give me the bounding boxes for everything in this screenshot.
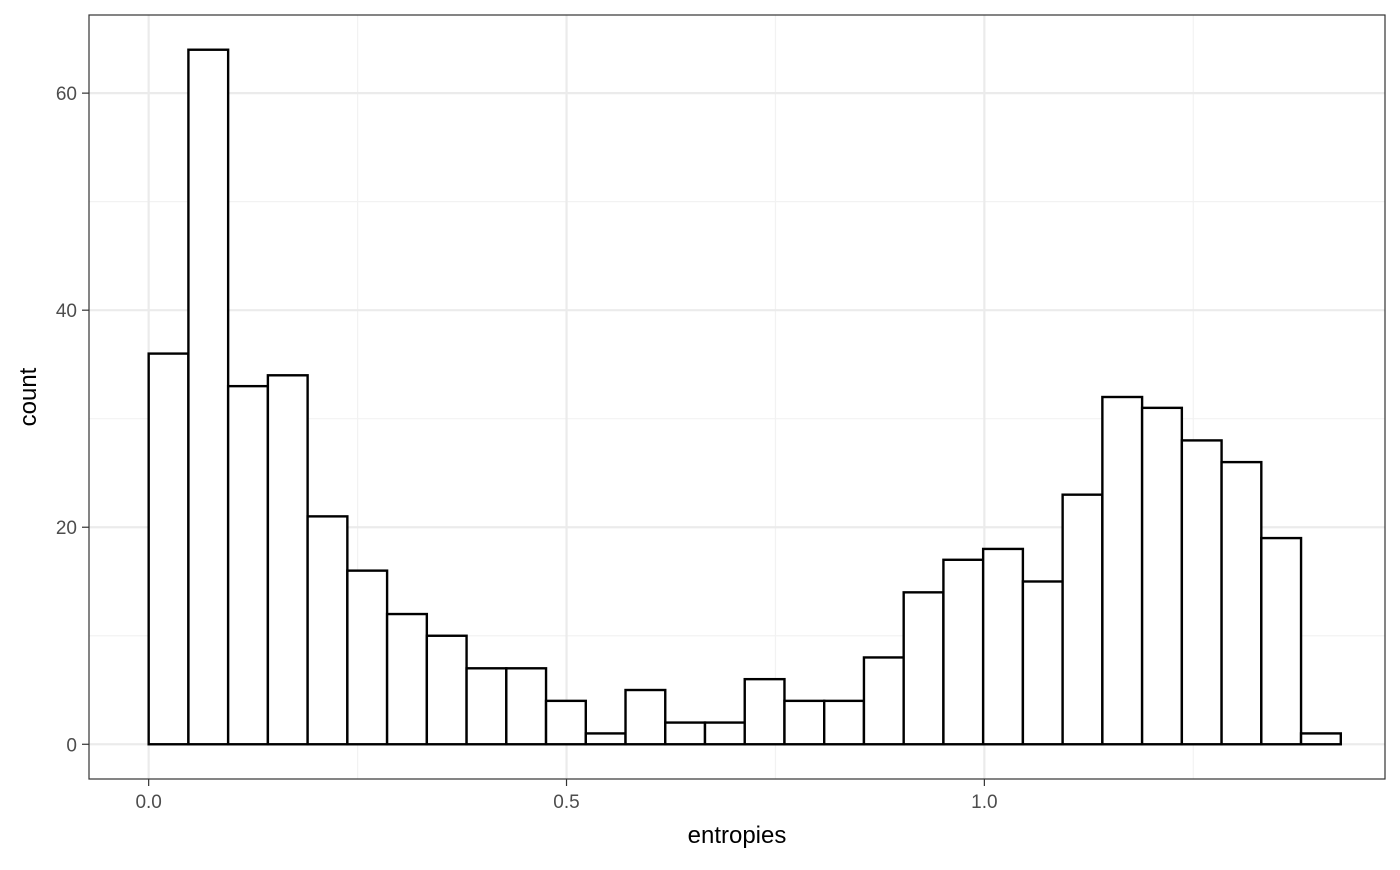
x-tick-label: 0.0 bbox=[135, 792, 161, 813]
histogram-bar bbox=[624, 688, 667, 746]
histogram-bar bbox=[306, 515, 349, 746]
histogram-bar bbox=[346, 569, 389, 746]
histogram-bar bbox=[1140, 406, 1184, 746]
histogram-bar bbox=[664, 721, 707, 746]
histogram-bar bbox=[862, 656, 905, 746]
bars-layer bbox=[147, 48, 1342, 746]
histogram-bar bbox=[902, 591, 945, 746]
histogram-bar bbox=[385, 612, 429, 746]
histogram-bar bbox=[266, 374, 309, 746]
histogram-bar bbox=[425, 634, 468, 746]
histogram-bar bbox=[703, 721, 746, 746]
histogram-bar bbox=[1220, 460, 1263, 746]
histogram-bar bbox=[544, 699, 587, 746]
histogram-bar bbox=[1061, 493, 1104, 746]
x-axis-title: entropies bbox=[688, 822, 787, 849]
y-tick-label: 20 bbox=[56, 518, 77, 539]
histogram-bar bbox=[783, 699, 826, 746]
panel-border bbox=[88, 14, 1386, 780]
histogram-bar bbox=[823, 699, 866, 746]
y-tick-label: 60 bbox=[56, 84, 77, 105]
x-tick-label: 1.0 bbox=[971, 792, 997, 813]
y-tick-label: 40 bbox=[56, 301, 77, 322]
histogram-bar bbox=[1299, 732, 1342, 746]
x-tick-label: 0.5 bbox=[553, 792, 579, 813]
histogram-bar bbox=[1180, 439, 1223, 746]
histogram-bar bbox=[505, 667, 548, 746]
histogram-bar bbox=[743, 677, 786, 746]
axes-layer: 0.0 0.5 1.0 0 20 40 60 bbox=[56, 84, 998, 813]
histogram-bar bbox=[147, 352, 190, 746]
histogram-bar bbox=[981, 547, 1025, 746]
histogram-bar bbox=[1021, 580, 1064, 746]
histogram-bar bbox=[1101, 395, 1144, 746]
histogram-bar bbox=[187, 48, 230, 746]
histogram-bar bbox=[942, 558, 985, 746]
histogram-bar bbox=[584, 732, 627, 746]
histogram-bar bbox=[1260, 536, 1303, 746]
histogram-bar bbox=[226, 384, 270, 746]
y-axis-title: count bbox=[15, 367, 42, 426]
y-tick-label: 0 bbox=[66, 735, 77, 756]
histogram-bar bbox=[465, 667, 508, 746]
